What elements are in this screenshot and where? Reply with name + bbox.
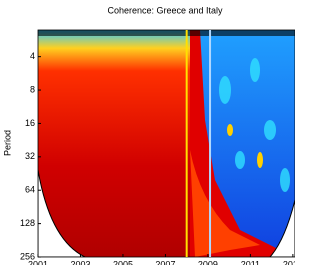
heatmap — [38, 30, 295, 257]
y-tick-label: 16 — [25, 118, 35, 128]
x-tick-label: 2003 — [70, 259, 90, 265]
x-tick-label: 2011 — [241, 259, 260, 265]
y-tick-label: 64 — [25, 185, 35, 195]
x-tick-label: 2009 — [198, 259, 218, 265]
y-tick-label: 128 — [20, 218, 35, 228]
x-tick-label: 2005 — [113, 259, 133, 265]
y-tick-label: 32 — [25, 151, 35, 161]
chart: Coherence: Greece and Italy Period 4 8 16 3… — [0, 0, 295, 265]
x-tick-label: 2013 — [283, 259, 295, 265]
x-tick-label: 2007 — [155, 259, 175, 265]
y-axis-label: Period — [2, 130, 12, 156]
y-tick-label: 8 — [30, 84, 35, 94]
x-tick-label: 2001 — [28, 259, 48, 265]
chart-title: Coherence: Greece and Italy — [107, 5, 223, 15]
y-tick-label: 4 — [30, 51, 35, 61]
